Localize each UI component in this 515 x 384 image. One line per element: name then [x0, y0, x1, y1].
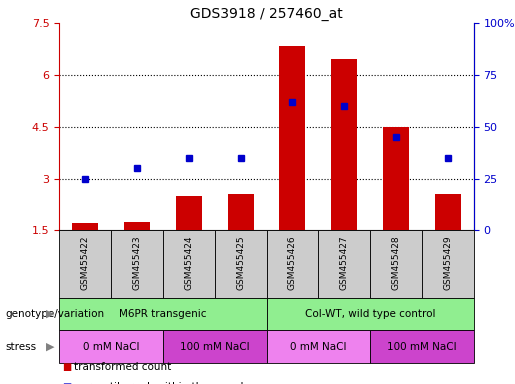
Text: GSM455425: GSM455425: [236, 235, 245, 290]
Text: 0 mM NaCl: 0 mM NaCl: [83, 341, 139, 352]
Text: GSM455424: GSM455424: [184, 235, 193, 290]
Text: ■: ■: [62, 382, 71, 384]
Text: stress: stress: [5, 341, 36, 352]
Text: 0 mM NaCl: 0 mM NaCl: [290, 341, 347, 352]
Text: GSM455428: GSM455428: [391, 235, 401, 290]
Text: Col-WT, wild type control: Col-WT, wild type control: [305, 309, 435, 319]
Bar: [370, 230, 422, 298]
Bar: [267, 230, 318, 298]
Bar: [280, 46, 305, 230]
Bar: [124, 222, 150, 230]
Bar: [176, 196, 202, 230]
Bar: [163, 330, 267, 363]
Bar: [318, 230, 370, 298]
Bar: [59, 330, 163, 363]
Text: ▶: ▶: [45, 309, 54, 319]
Text: genotype/variation: genotype/variation: [5, 309, 104, 319]
Text: M6PR transgenic: M6PR transgenic: [119, 309, 207, 319]
Bar: [228, 194, 253, 230]
Text: ▶: ▶: [45, 341, 54, 352]
Title: GDS3918 / 257460_at: GDS3918 / 257460_at: [190, 7, 343, 21]
Text: GSM455426: GSM455426: [288, 235, 297, 290]
Bar: [267, 298, 474, 330]
Bar: [331, 60, 357, 230]
Text: GSM455422: GSM455422: [81, 235, 90, 290]
Bar: [370, 330, 474, 363]
Text: percentile rank within the sample: percentile rank within the sample: [74, 382, 250, 384]
Text: ■: ■: [62, 362, 71, 372]
Text: GSM455423: GSM455423: [132, 235, 142, 290]
Bar: [163, 230, 215, 298]
Bar: [111, 230, 163, 298]
Bar: [422, 230, 474, 298]
Text: transformed count: transformed count: [74, 362, 171, 372]
Bar: [59, 230, 111, 298]
Bar: [215, 230, 267, 298]
Bar: [267, 330, 370, 363]
Text: GSM455429: GSM455429: [443, 235, 452, 290]
Text: GSM455427: GSM455427: [340, 235, 349, 290]
Bar: [383, 127, 409, 230]
Bar: [72, 223, 98, 230]
Text: 100 mM NaCl: 100 mM NaCl: [387, 341, 457, 352]
Bar: [59, 298, 267, 330]
Bar: [435, 194, 461, 230]
Text: 100 mM NaCl: 100 mM NaCl: [180, 341, 249, 352]
